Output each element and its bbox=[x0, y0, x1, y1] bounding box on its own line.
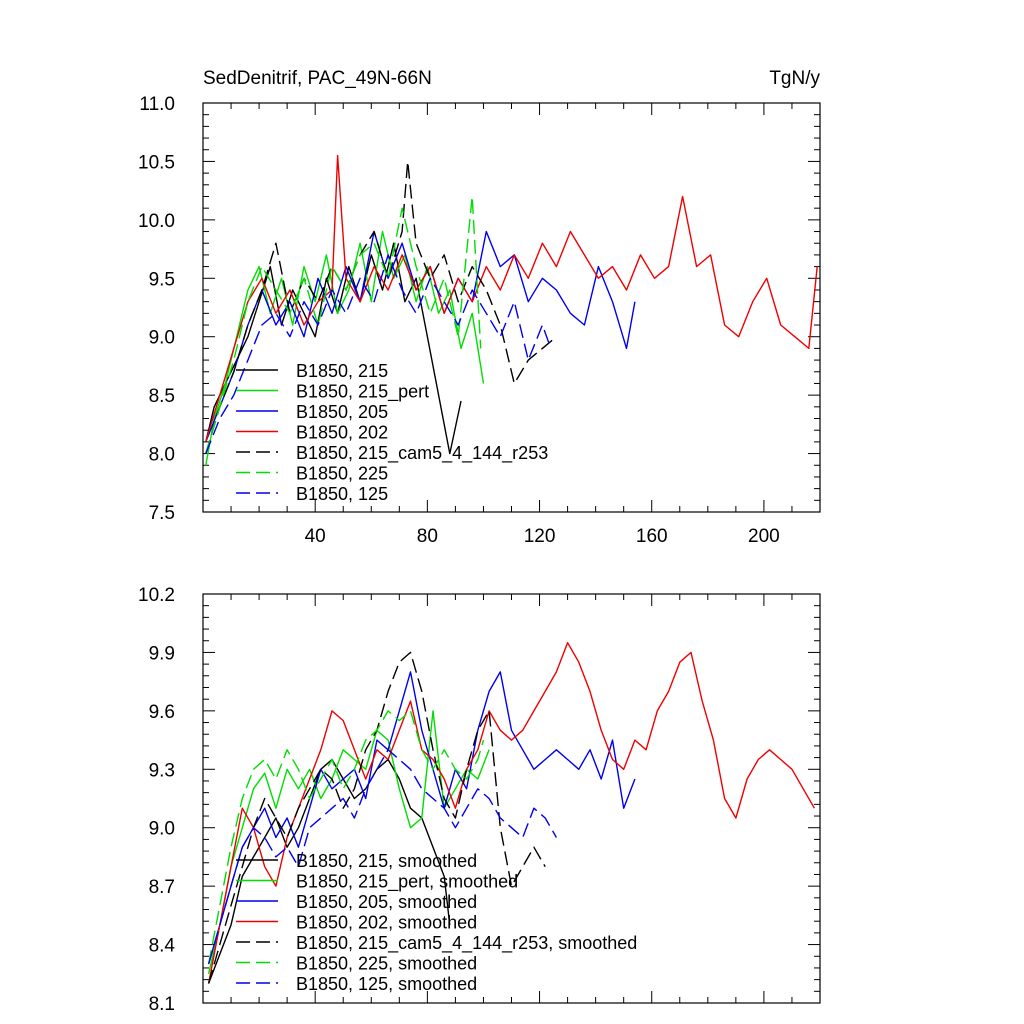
legend-label: B1850, 215_pert, smoothed bbox=[296, 872, 518, 893]
y-tick-label: 10.0 bbox=[138, 211, 175, 232]
y-tick-label: 9.0 bbox=[149, 328, 175, 349]
y-tick-label: 9.5 bbox=[149, 269, 175, 290]
series-line-3 bbox=[205, 154, 818, 443]
y-tick-label: 8.1 bbox=[149, 994, 175, 1015]
top-panel: 40 80 120 160 200 7.5 8.0 8.5 9.0 9.5 10.0 10.5 11.0… bbox=[138, 94, 821, 547]
legend-label: B1850, 225, smoothed bbox=[296, 954, 477, 974]
legend-label: B1850, 202, smoothed bbox=[296, 913, 477, 933]
legend-label: B1850, 205 bbox=[296, 402, 388, 422]
series-group bbox=[205, 154, 818, 466]
legend-label: B1850, 225 bbox=[296, 464, 388, 484]
series-line-5 bbox=[205, 195, 482, 454]
series-line-6 bbox=[205, 254, 552, 454]
y-tick-label: 9.6 bbox=[149, 702, 175, 723]
series-group bbox=[207, 642, 816, 984]
x-tick-label: 40 bbox=[305, 526, 326, 547]
legend-label: B1850, 215_cam5_4_144_r253 bbox=[296, 443, 548, 464]
legend-label: B1850, 202 bbox=[296, 423, 388, 443]
y-tick-label: 9.3 bbox=[149, 760, 175, 781]
series-line-1 bbox=[205, 230, 485, 466]
series-line-2 bbox=[207, 671, 636, 965]
legend-label: B1850, 215 bbox=[296, 361, 388, 381]
series-line-5 bbox=[207, 710, 485, 965]
series-line-6 bbox=[207, 749, 558, 965]
chart-title: SedDenitrif, PAC_49N-66N bbox=[203, 68, 432, 89]
x-tick-label: 200 bbox=[748, 526, 780, 547]
legend-label: B1850, 215_cam5_4_144_r253, smoothed bbox=[296, 933, 637, 954]
y-tick-label: 10.2 bbox=[138, 585, 175, 606]
y-tick-label: 8.7 bbox=[149, 877, 175, 898]
y-tick-label: 9.9 bbox=[149, 643, 175, 664]
y-tick-label: 11.0 bbox=[139, 94, 175, 115]
bottom-panel: 8.1 8.4 8.7 9.0 9.3 9.6 9.9 10.2 B1850, 215, smo… bbox=[138, 585, 821, 1015]
series-line-1 bbox=[207, 710, 490, 974]
y-tick-label: 8.5 bbox=[149, 386, 175, 407]
y-tick-label: 10.5 bbox=[138, 152, 175, 173]
y-tick-label: 8.0 bbox=[149, 445, 175, 466]
legend-label: B1850, 125 bbox=[296, 484, 388, 504]
chart-units: TgN/y bbox=[769, 68, 820, 89]
y-tick-label: 9.0 bbox=[149, 819, 175, 840]
legend-label: B1850, 205, smoothed bbox=[296, 892, 477, 912]
legend-label: B1850, 125, smoothed bbox=[296, 974, 477, 994]
x-tick-label: 80 bbox=[417, 526, 438, 547]
y-tick-label: 8.4 bbox=[149, 936, 176, 957]
legend-label: B1850, 215_pert bbox=[296, 382, 429, 403]
y-tick-label: 7.5 bbox=[149, 503, 175, 524]
series-line-3 bbox=[207, 642, 816, 984]
legend-label: B1850, 215, smoothed bbox=[296, 851, 477, 871]
x-tick-label: 120 bbox=[524, 526, 556, 547]
x-tick-label: 160 bbox=[636, 526, 668, 547]
